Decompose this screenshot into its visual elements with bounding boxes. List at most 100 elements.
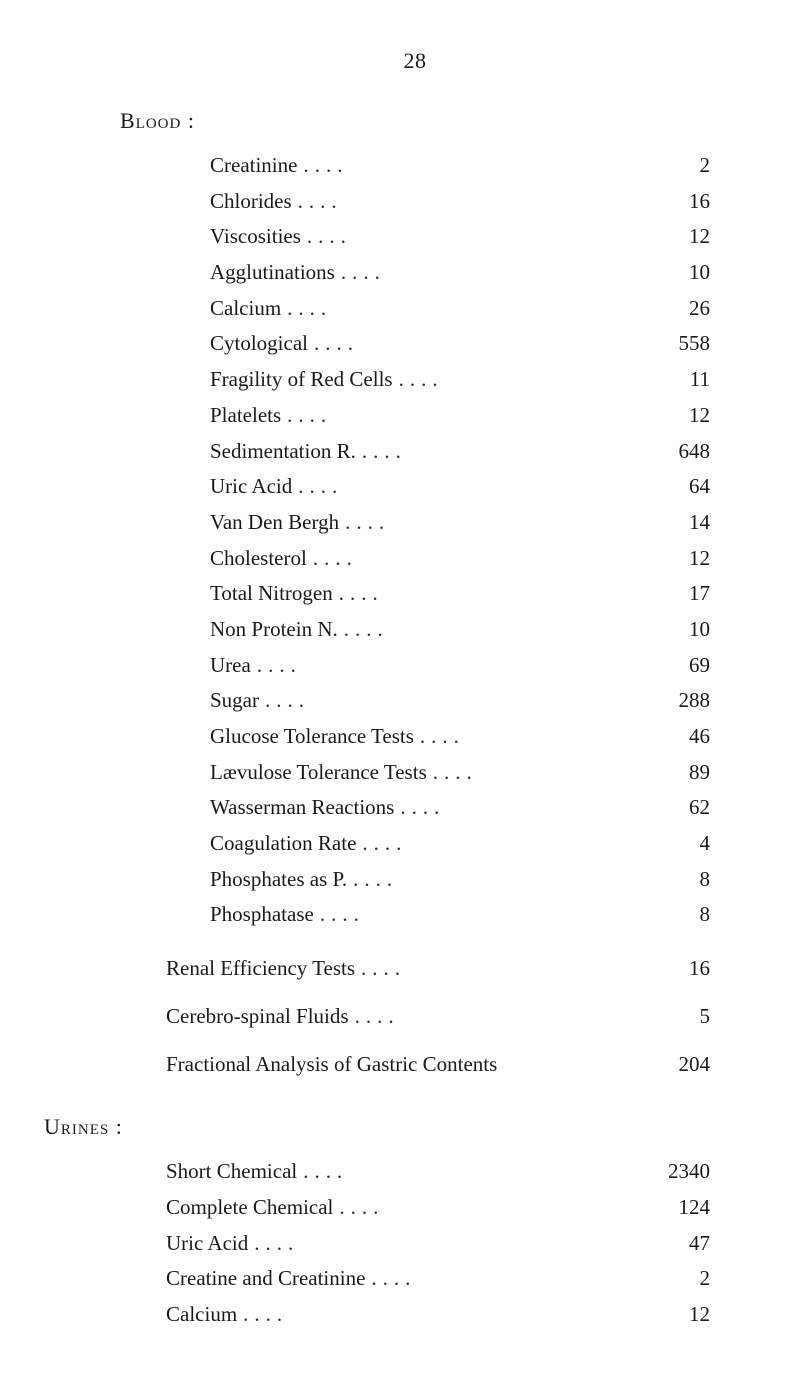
list-item: Sugar .... 288 [120, 683, 710, 719]
item-value: 17 [652, 576, 710, 612]
list-item: Fractional Analysis of Gastric Contents … [120, 1047, 710, 1083]
item-value: 11 [652, 362, 710, 398]
dot-leader: .... [339, 505, 652, 541]
item-value: 16 [652, 184, 710, 220]
item-label: Urea [210, 648, 251, 684]
list-item: Complete Chemical .... 124 [120, 1190, 710, 1226]
list-item: Lævulose Tolerance Tests .... 89 [120, 755, 710, 791]
item-value: 10 [652, 612, 710, 648]
list-item: Renal Efficiency Tests .... 16 [120, 951, 710, 987]
dot-leader: .... [314, 897, 652, 933]
list-item: Creatine and Creatinine .... 2 [120, 1261, 710, 1297]
item-label: Phosphates as P. [210, 862, 347, 898]
item-value: 558 [652, 326, 710, 362]
item-label: Cytological [210, 326, 308, 362]
item-value: 8 [652, 862, 710, 898]
item-label: Van Den Bergh [210, 505, 339, 541]
item-value: 2 [652, 1261, 710, 1297]
item-label: Non Protein N. [210, 612, 338, 648]
item-label: Uric Acid [210, 469, 292, 505]
dot-leader: .... [281, 291, 652, 327]
list-item: Platelets .... 12 [120, 398, 710, 434]
dot-leader: .... [427, 755, 652, 791]
item-value: 26 [652, 291, 710, 327]
item-value: 10 [652, 255, 710, 291]
item-value: 47 [652, 1226, 710, 1262]
dot-leader: .... [297, 1154, 652, 1190]
list-item: Wasserman Reactions .... 62 [120, 790, 710, 826]
dot-leader: .... [349, 999, 652, 1035]
item-value: 204 [652, 1047, 710, 1083]
item-value: 46 [652, 719, 710, 755]
item-label: Creatinine [210, 148, 297, 184]
item-value: 12 [652, 541, 710, 577]
dot-leader: .... [281, 398, 652, 434]
page: 28 Blood : Creatinine .... 2 Chlorides .… [0, 0, 800, 1380]
item-value: 648 [652, 434, 710, 470]
dot-leader: .... [356, 434, 652, 470]
list-item: Cholesterol .... 12 [120, 541, 710, 577]
item-value: 14 [652, 505, 710, 541]
list-item: Calcium .... 12 [120, 1297, 710, 1333]
dot-leader: .... [292, 469, 652, 505]
dot-leader: .... [414, 719, 652, 755]
item-label: Phosphatase [210, 897, 314, 933]
item-label: Cerebro-spinal Fluids [166, 999, 349, 1035]
item-label: Calcium [210, 291, 281, 327]
list-item: Urea .... 69 [120, 648, 710, 684]
dot-leader: .... [301, 219, 652, 255]
dot-leader: .... [248, 1226, 652, 1262]
list-item: Uric Acid .... 64 [120, 469, 710, 505]
dot-leader: .... [338, 612, 652, 648]
dot-leader: .... [393, 362, 652, 398]
dot-leader: .... [333, 1190, 652, 1226]
item-label: Coagulation Rate [210, 826, 356, 862]
list-item: Sedimentation R. .... 648 [120, 434, 710, 470]
dot-leader [497, 1047, 652, 1083]
item-value: 69 [652, 648, 710, 684]
list-item: Chlorides .... 16 [120, 184, 710, 220]
item-value: 62 [652, 790, 710, 826]
item-label: Complete Chemical [166, 1190, 333, 1226]
list-item: Agglutinations .... 10 [120, 255, 710, 291]
list-item: Van Den Bergh .... 14 [120, 505, 710, 541]
item-label: Fractional Analysis of Gastric Contents [166, 1047, 497, 1083]
item-label: Fragility of Red Cells [210, 362, 393, 398]
dot-leader: .... [297, 148, 652, 184]
list-item: Viscosities .... 12 [120, 219, 710, 255]
dot-leader: .... [333, 576, 652, 612]
list-item: Calcium .... 26 [120, 291, 710, 327]
item-value: 64 [652, 469, 710, 505]
list-item: Phosphatase .... 8 [120, 897, 710, 933]
section-heading-blood: Blood : [120, 108, 710, 134]
item-label: Wasserman Reactions [210, 790, 394, 826]
list-item: Fragility of Red Cells .... 11 [120, 362, 710, 398]
page-number: 28 [120, 48, 710, 74]
list-item: Non Protein N. .... 10 [120, 612, 710, 648]
item-label: Creatine and Creatinine [166, 1261, 365, 1297]
dot-leader: .... [394, 790, 652, 826]
item-value: 124 [652, 1190, 710, 1226]
item-label: Glucose Tolerance Tests [210, 719, 414, 755]
dot-leader: .... [259, 683, 652, 719]
dot-leader: .... [251, 648, 652, 684]
item-value: 12 [652, 398, 710, 434]
list-item: Cerebro-spinal Fluids .... 5 [120, 999, 710, 1035]
dot-leader: .... [356, 826, 652, 862]
dot-leader: .... [292, 184, 652, 220]
item-value: 5 [652, 999, 710, 1035]
item-value: 8 [652, 897, 710, 933]
item-label: Renal Efficiency Tests [166, 951, 355, 987]
section-heading-urines: Urines : [44, 1114, 710, 1140]
item-value: 4 [652, 826, 710, 862]
item-value: 16 [652, 951, 710, 987]
list-item: Glucose Tolerance Tests .... 46 [120, 719, 710, 755]
item-value: 2 [652, 148, 710, 184]
list-item: Uric Acid .... 47 [120, 1226, 710, 1262]
dot-leader: .... [237, 1297, 652, 1333]
dot-leader: .... [365, 1261, 652, 1297]
item-value: 288 [652, 683, 710, 719]
dot-leader: .... [347, 862, 652, 898]
dot-leader: .... [355, 951, 652, 987]
item-label: Agglutinations [210, 255, 335, 291]
